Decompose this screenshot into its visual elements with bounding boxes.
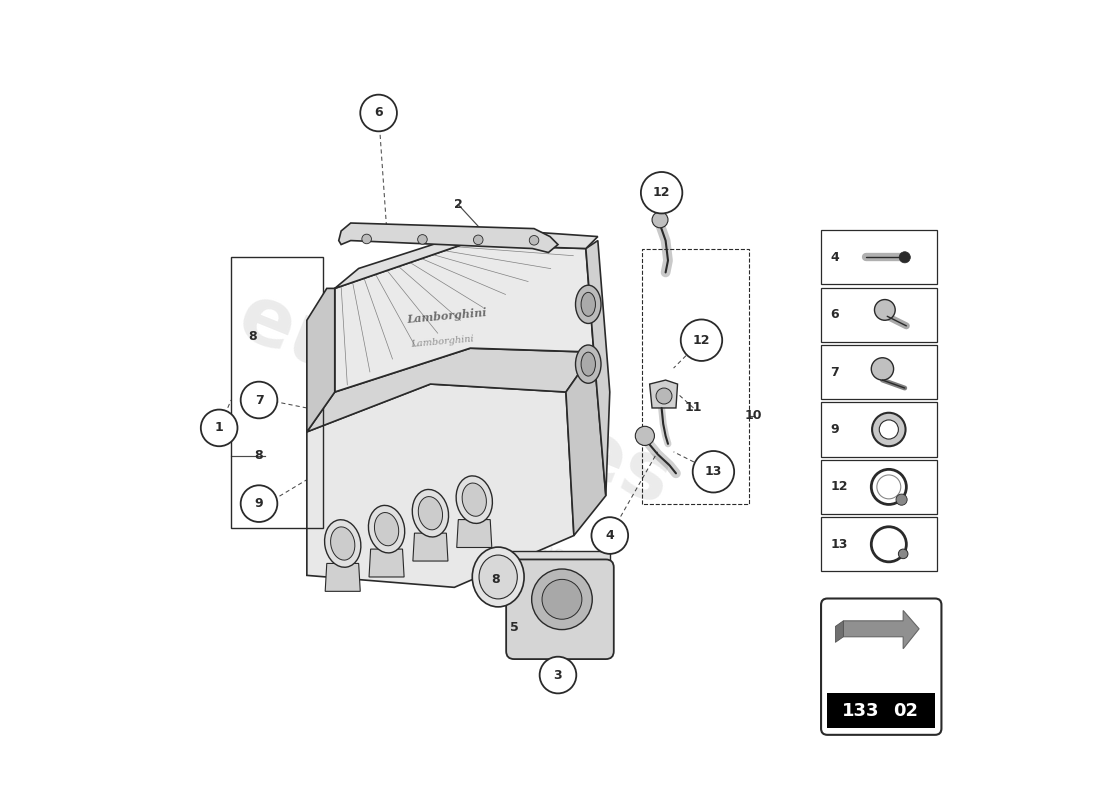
Circle shape xyxy=(871,358,893,380)
Text: 9: 9 xyxy=(830,423,839,436)
FancyBboxPatch shape xyxy=(821,517,937,571)
Text: 4: 4 xyxy=(605,529,614,542)
Ellipse shape xyxy=(575,345,601,383)
Text: 4: 4 xyxy=(830,250,839,264)
Text: 6: 6 xyxy=(374,106,383,119)
Circle shape xyxy=(681,319,723,361)
Polygon shape xyxy=(334,229,597,288)
Polygon shape xyxy=(307,348,594,432)
Polygon shape xyxy=(565,352,606,535)
Text: 12: 12 xyxy=(693,334,711,346)
Text: 13: 13 xyxy=(830,538,848,550)
Circle shape xyxy=(879,420,899,439)
Ellipse shape xyxy=(462,483,486,516)
Circle shape xyxy=(529,235,539,245)
Circle shape xyxy=(896,494,907,506)
Ellipse shape xyxy=(331,527,355,560)
Polygon shape xyxy=(339,223,558,253)
Polygon shape xyxy=(307,384,574,587)
Text: 3: 3 xyxy=(553,669,562,682)
FancyBboxPatch shape xyxy=(821,402,937,457)
Ellipse shape xyxy=(368,506,405,553)
Circle shape xyxy=(872,413,905,446)
Circle shape xyxy=(693,451,734,493)
Circle shape xyxy=(641,172,682,214)
Text: 02: 02 xyxy=(893,702,918,720)
Circle shape xyxy=(899,252,911,263)
Circle shape xyxy=(473,235,483,245)
Circle shape xyxy=(592,517,628,554)
Circle shape xyxy=(201,410,238,446)
FancyBboxPatch shape xyxy=(821,230,937,285)
Polygon shape xyxy=(334,245,594,392)
Polygon shape xyxy=(368,549,404,577)
Text: 7: 7 xyxy=(254,394,263,406)
Circle shape xyxy=(656,388,672,404)
FancyBboxPatch shape xyxy=(821,287,937,342)
Circle shape xyxy=(531,569,592,630)
Circle shape xyxy=(362,234,372,244)
FancyBboxPatch shape xyxy=(821,598,942,735)
Text: 8: 8 xyxy=(255,450,263,462)
Circle shape xyxy=(241,486,277,522)
Text: 12: 12 xyxy=(830,480,848,494)
Circle shape xyxy=(418,234,427,244)
Ellipse shape xyxy=(412,490,449,537)
Polygon shape xyxy=(506,551,609,607)
FancyBboxPatch shape xyxy=(827,693,935,729)
Ellipse shape xyxy=(324,520,361,567)
Circle shape xyxy=(542,579,582,619)
Circle shape xyxy=(874,299,895,320)
Circle shape xyxy=(540,657,576,694)
Ellipse shape xyxy=(581,292,595,316)
Circle shape xyxy=(636,426,654,446)
Text: 7: 7 xyxy=(830,366,839,378)
FancyBboxPatch shape xyxy=(821,460,937,514)
Text: Lamborghini: Lamborghini xyxy=(410,334,474,349)
Text: 13: 13 xyxy=(705,466,722,478)
Text: 9: 9 xyxy=(255,497,263,510)
Polygon shape xyxy=(650,380,678,408)
Text: 133: 133 xyxy=(842,702,879,720)
Polygon shape xyxy=(456,519,492,547)
Ellipse shape xyxy=(581,352,595,376)
Polygon shape xyxy=(326,563,361,591)
Ellipse shape xyxy=(478,555,517,599)
Circle shape xyxy=(652,212,668,228)
Text: 8: 8 xyxy=(249,330,257,342)
Ellipse shape xyxy=(575,286,601,323)
Text: a passion for parts since 1985: a passion for parts since 1985 xyxy=(317,452,576,571)
FancyBboxPatch shape xyxy=(506,559,614,659)
Text: 8: 8 xyxy=(492,573,500,586)
Polygon shape xyxy=(307,288,334,432)
Polygon shape xyxy=(412,533,448,561)
Polygon shape xyxy=(844,610,920,649)
Ellipse shape xyxy=(418,497,442,530)
Circle shape xyxy=(899,549,907,558)
Text: euroPares: euroPares xyxy=(227,278,682,522)
Circle shape xyxy=(361,94,397,131)
Ellipse shape xyxy=(456,476,493,523)
Polygon shape xyxy=(586,241,609,496)
Text: 5: 5 xyxy=(509,621,518,634)
Text: 6: 6 xyxy=(830,308,839,321)
Text: 11: 11 xyxy=(684,402,702,414)
Text: 12: 12 xyxy=(653,186,670,199)
FancyBboxPatch shape xyxy=(821,345,937,399)
Circle shape xyxy=(241,382,277,418)
Text: 1: 1 xyxy=(214,422,223,434)
Text: 10: 10 xyxy=(745,410,762,422)
Text: 2: 2 xyxy=(454,198,463,211)
Polygon shape xyxy=(835,621,844,642)
Ellipse shape xyxy=(472,547,524,607)
Text: Lamborghini: Lamborghini xyxy=(406,307,487,326)
Ellipse shape xyxy=(374,513,398,546)
